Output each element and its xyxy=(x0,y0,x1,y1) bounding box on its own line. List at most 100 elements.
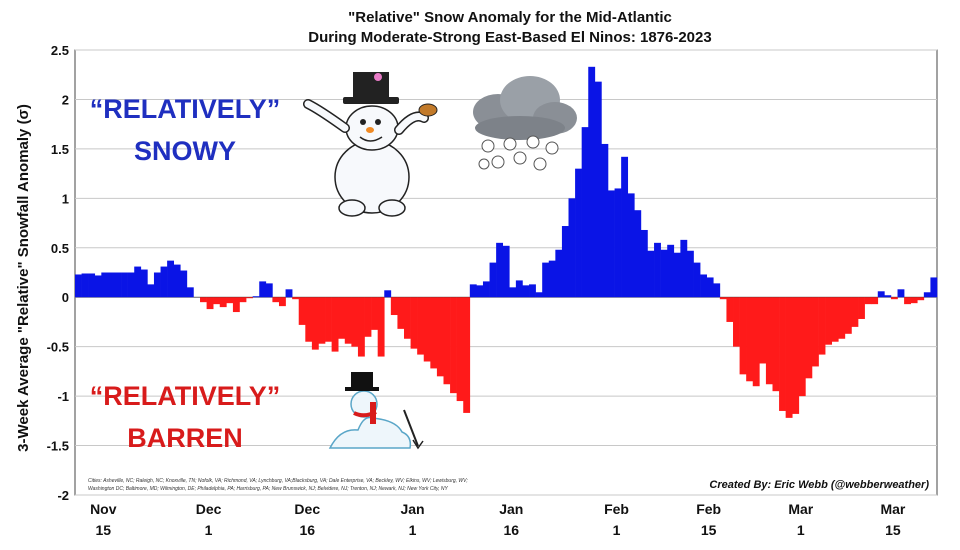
bar xyxy=(496,242,504,298)
bar xyxy=(726,297,734,322)
bar xyxy=(844,297,852,334)
bar xyxy=(890,297,898,300)
bar xyxy=(417,297,425,355)
y-tick-label: 1.5 xyxy=(51,142,69,157)
bar xyxy=(81,273,89,298)
bar xyxy=(515,280,523,298)
bar xyxy=(654,242,661,298)
bar xyxy=(871,297,879,305)
bar xyxy=(377,297,385,357)
bar xyxy=(252,296,260,298)
bar xyxy=(114,272,122,298)
bar xyxy=(351,297,359,347)
x-tick-day: 15 xyxy=(96,522,112,538)
y-tick-label: 2.5 xyxy=(51,43,69,58)
bar xyxy=(476,285,484,298)
bar xyxy=(107,272,115,298)
bar xyxy=(298,297,306,325)
bar xyxy=(173,264,181,298)
bar xyxy=(792,297,800,414)
bar xyxy=(555,249,563,298)
chart-title-line1: "Relative" Snow Anomaly for the Mid-Atla… xyxy=(348,9,672,26)
bar xyxy=(838,297,846,339)
bar xyxy=(825,297,833,345)
bar xyxy=(640,229,648,298)
bar xyxy=(180,270,188,298)
bar xyxy=(864,297,872,305)
y-tick-label: -2 xyxy=(57,488,69,503)
bar xyxy=(706,277,714,298)
bar xyxy=(206,297,214,310)
bar xyxy=(357,297,365,357)
x-tick-month: Jan xyxy=(499,501,523,517)
bar xyxy=(522,285,530,298)
x-tick-month: Feb xyxy=(696,501,721,517)
bar xyxy=(746,297,754,382)
bar xyxy=(594,81,602,298)
bar xyxy=(259,281,267,298)
bar xyxy=(798,297,806,397)
bar xyxy=(305,297,313,342)
credit-text: Created By: Eric Webb (@webberweather) xyxy=(709,479,929,491)
bar xyxy=(469,284,477,298)
bar xyxy=(575,168,582,298)
y-tick-label: 1 xyxy=(62,191,69,206)
bar xyxy=(331,297,339,352)
bar xyxy=(430,297,438,369)
x-tick-month: Jan xyxy=(400,501,424,517)
bar xyxy=(219,297,227,308)
bar xyxy=(213,297,221,305)
bar xyxy=(200,297,207,303)
bar xyxy=(153,272,161,298)
x-tick-month: Feb xyxy=(604,501,629,517)
bar xyxy=(397,297,405,329)
bar xyxy=(805,297,813,379)
bar xyxy=(364,297,372,337)
bar xyxy=(410,297,418,349)
bar xyxy=(121,272,128,298)
bar xyxy=(713,283,721,298)
bar xyxy=(134,266,142,298)
bar xyxy=(581,127,589,298)
bar xyxy=(226,297,234,304)
bar xyxy=(160,266,168,298)
bar xyxy=(700,274,707,298)
bar xyxy=(739,297,747,375)
bar xyxy=(325,297,332,342)
bar xyxy=(482,281,490,298)
bar xyxy=(647,250,655,298)
bar xyxy=(759,297,767,364)
bar xyxy=(884,295,892,298)
bar xyxy=(818,297,826,355)
bar xyxy=(127,272,135,298)
bar xyxy=(548,260,556,298)
x-tick-day: 1 xyxy=(797,522,805,538)
x-tick-month: Dec xyxy=(294,501,320,517)
bar xyxy=(917,297,925,301)
bar xyxy=(660,249,668,298)
y-tick-label: 0 xyxy=(62,290,69,305)
bar xyxy=(344,297,352,344)
x-tick-day: 1 xyxy=(613,522,621,538)
cities-note-line1: Cities: Asheville, NC; Raleigh, NC; Knox… xyxy=(88,478,468,484)
bar-series xyxy=(75,66,938,418)
cities-note-line2: Washington DC; Baltimore, MD; Wilmington… xyxy=(88,486,448,492)
x-tick-month: Dec xyxy=(196,501,222,517)
bar xyxy=(371,297,378,330)
bar xyxy=(436,297,444,377)
bar xyxy=(897,289,905,298)
bar xyxy=(904,297,911,305)
chart-title-line2: During Moderate-Strong East-Based El Nin… xyxy=(308,29,711,46)
bar xyxy=(772,297,780,392)
bar xyxy=(390,297,398,316)
bar xyxy=(338,297,346,339)
barren-label-line2: BARREN xyxy=(127,423,243,453)
bar xyxy=(535,292,543,298)
y-tick-label: -0.5 xyxy=(47,340,69,355)
x-tick-day: 15 xyxy=(701,522,717,538)
bar xyxy=(232,297,240,313)
bar xyxy=(561,226,569,298)
bar xyxy=(719,297,727,300)
bar xyxy=(311,297,319,350)
snowman-top-hat-icon xyxy=(303,72,438,217)
